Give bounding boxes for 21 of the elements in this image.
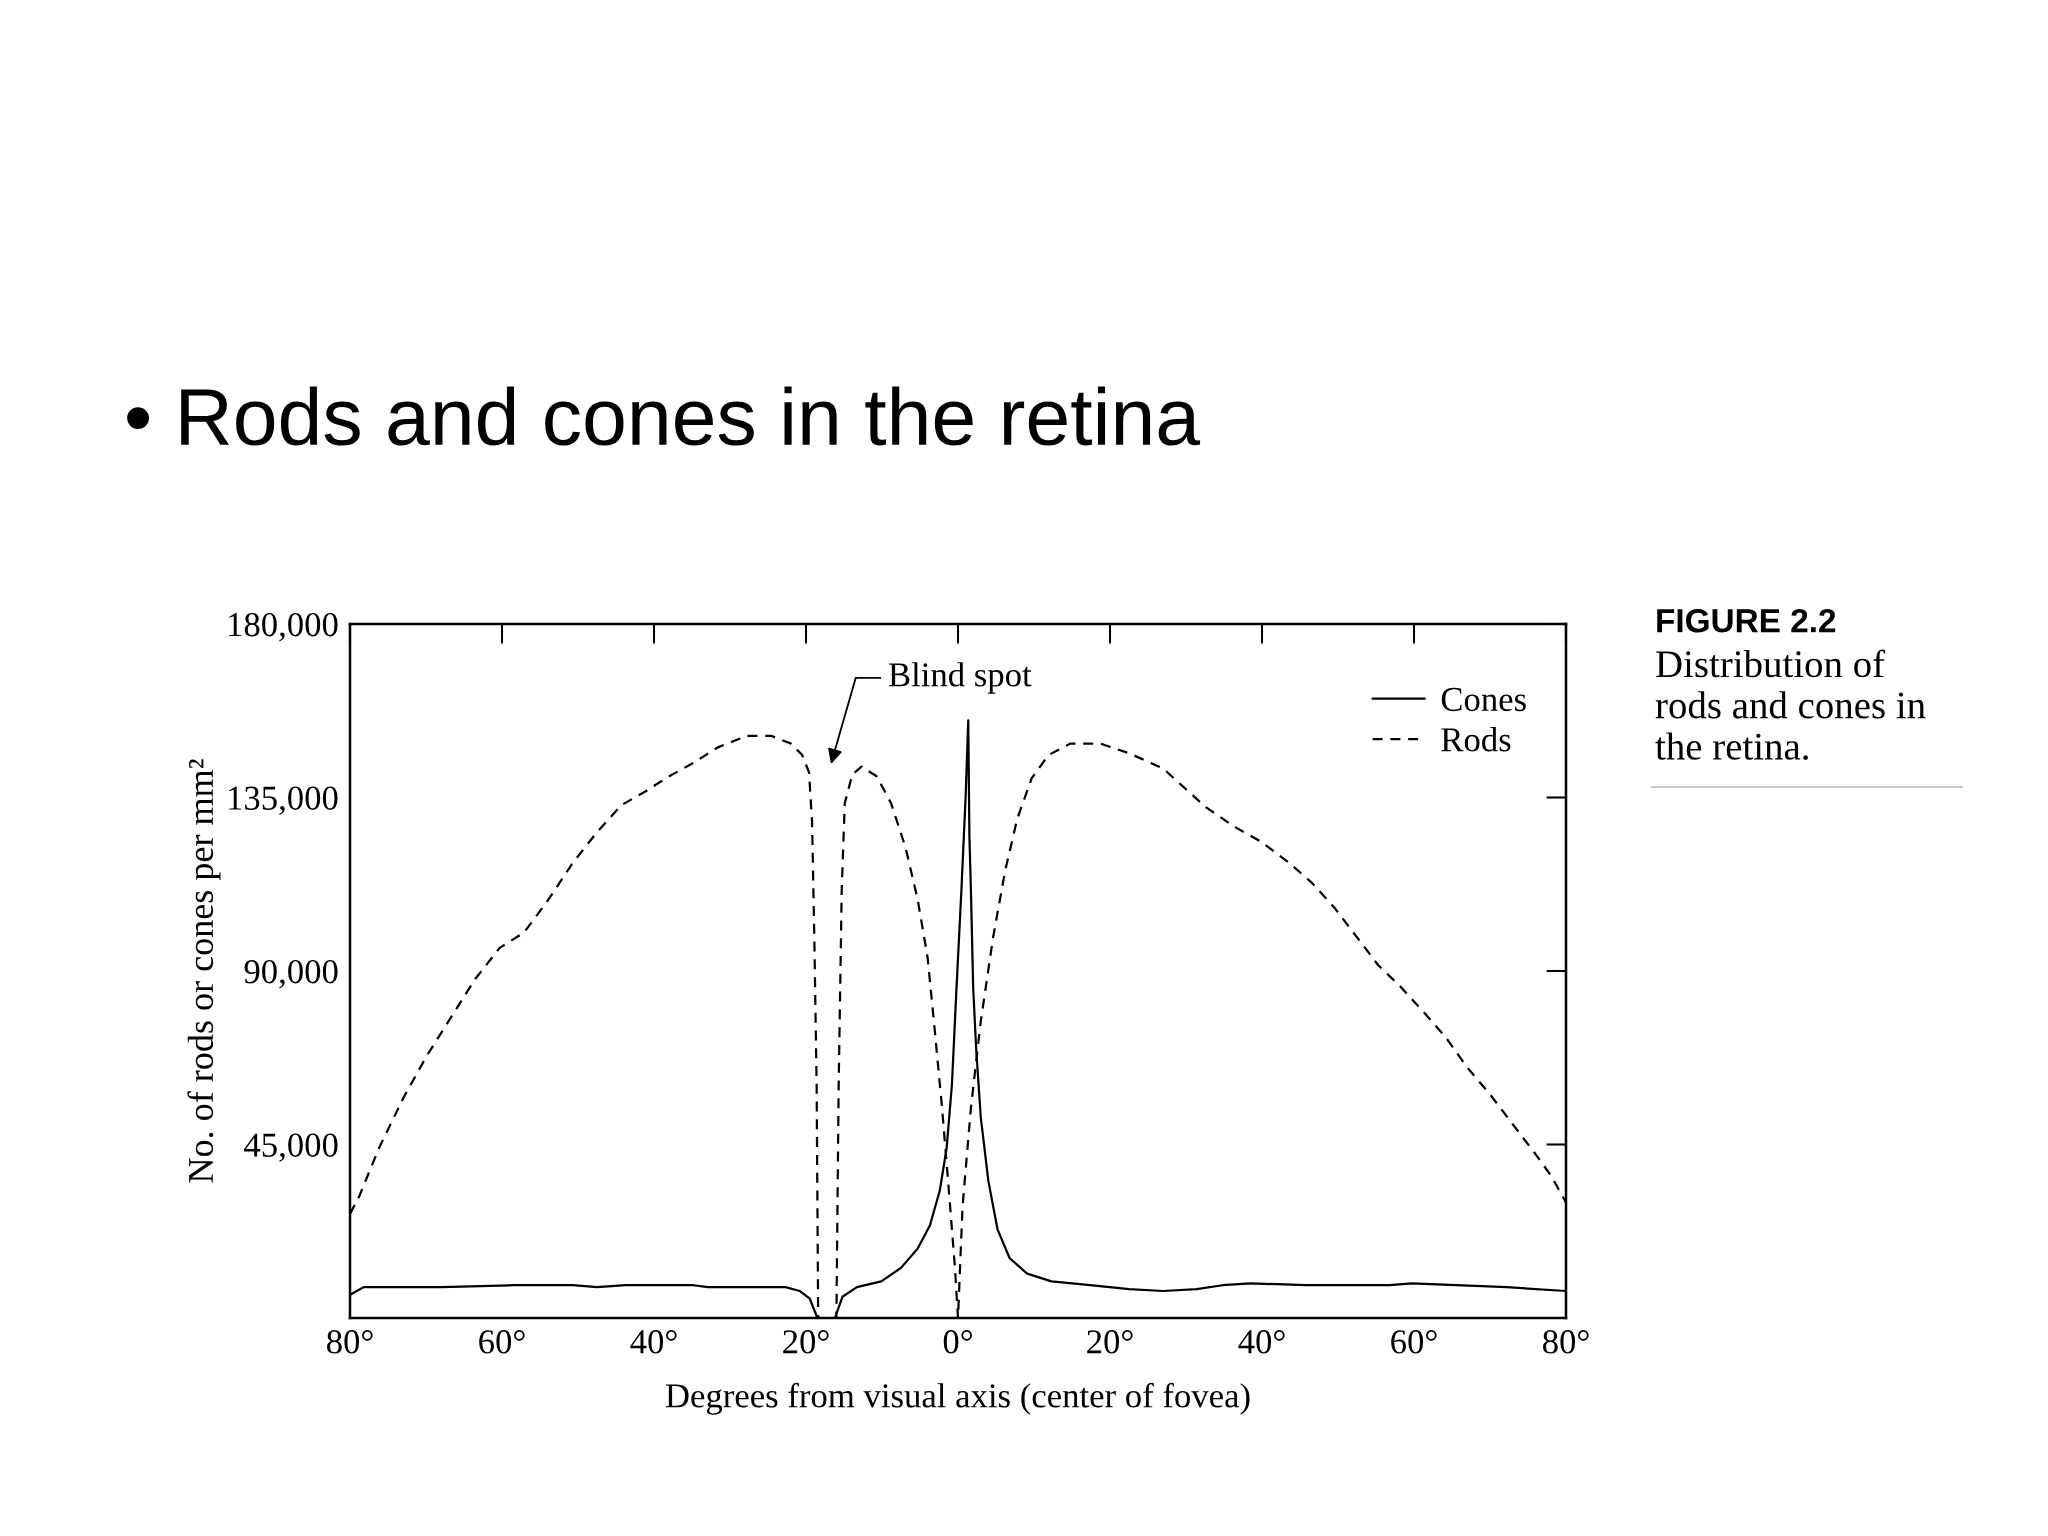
x-tick-label: 60°: [479, 1330, 525, 1354]
x-tick-label: 20°: [1087, 1330, 1133, 1354]
x-tick-label: 40°: [1238, 1330, 1285, 1354]
x-tick-label: 20°: [783, 1330, 829, 1354]
legend-label: Rods: [1441, 727, 1511, 752]
x-tick-label: 80°: [1543, 1330, 1589, 1354]
y-tick-label: 180,000: [229, 612, 338, 642]
y-tick-label: 90,000: [244, 959, 338, 989]
x-tick-label: 0°: [943, 1330, 972, 1354]
annotation: Blind spot: [888, 662, 1032, 694]
x-tick-label: 80°: [327, 1330, 373, 1354]
y-tick-label: 135,000: [229, 786, 338, 815]
x-tick-label: 40°: [630, 1330, 677, 1354]
y-tick-label: 45,000: [244, 1133, 338, 1162]
chart-title: • Rods and cones in the retina: [127, 386, 1201, 446]
text: Distribution of rods and cones in the retina.: [1655, 649, 1926, 760]
caption: FIGURE 2.2: [1657, 608, 1836, 633]
legend-label: Cones: [1441, 687, 1526, 712]
x-tick-label: 60°: [1391, 1330, 1437, 1354]
y-axis-title: No. of rods or cones per mm²: [187, 759, 221, 1183]
x-axis-title: Degrees from visual axis (center of fovea): [665, 1382, 1250, 1415]
